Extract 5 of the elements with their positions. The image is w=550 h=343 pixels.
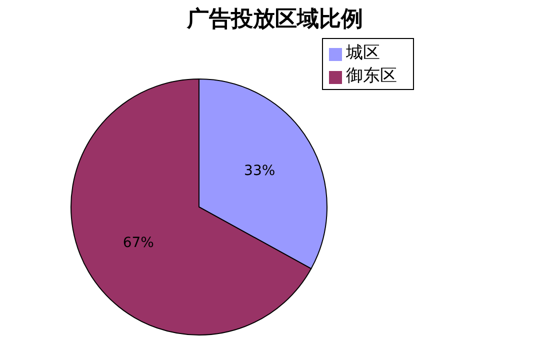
legend-label: 御东区 bbox=[346, 66, 397, 86]
data-label: 33% bbox=[244, 163, 276, 180]
data-label: 67% bbox=[122, 234, 154, 251]
chart-title: 广告投放区域比例 bbox=[186, 5, 364, 34]
legend-label: 城区 bbox=[346, 43, 380, 63]
